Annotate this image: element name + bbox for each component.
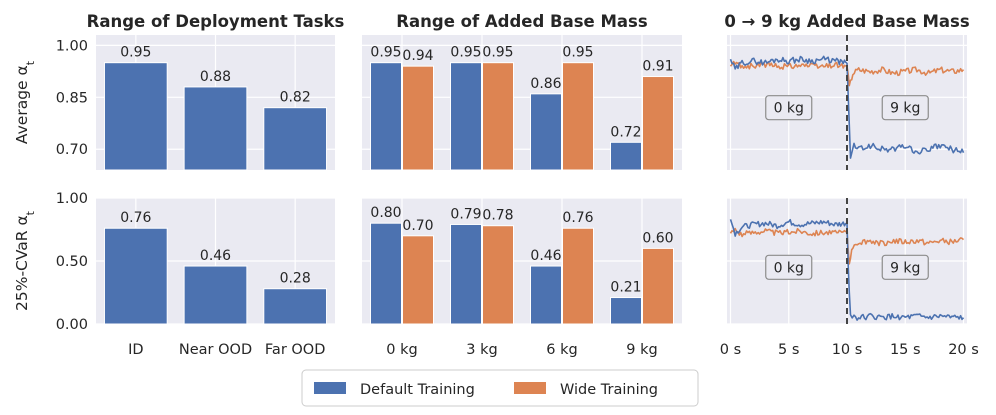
x-tick-label: 9 kg bbox=[626, 342, 657, 358]
data-label: 0.94 bbox=[402, 48, 433, 64]
bar-default-training bbox=[610, 297, 642, 325]
line-default-training bbox=[729, 55, 847, 70]
data-label: 0.95 bbox=[562, 45, 593, 61]
data-label: 0.28 bbox=[280, 271, 311, 287]
panel-mass-cvar: 0.80 0.79 0.46 0.21 0.70 0.78 0.76 0.60 0 kg 3 kg… bbox=[362, 197, 682, 358]
x-tick-label: 10 s bbox=[832, 342, 863, 358]
x-tick-label: 3 kg bbox=[466, 342, 497, 358]
data-label: 0.82 bbox=[280, 90, 311, 106]
data-label: 0.46 bbox=[200, 248, 231, 264]
panel-time-cvar: 0 s 5 s 10 s 15 s 20 s 0 kg 9 kg bbox=[720, 197, 979, 358]
bar-value bbox=[183, 265, 248, 325]
panel-title: 0 → 9 kg Added Base Mass bbox=[724, 12, 970, 31]
y-tick-label: 0.85 bbox=[56, 90, 88, 106]
data-label: 0.80 bbox=[370, 205, 401, 221]
data-label: 0.95 bbox=[450, 45, 481, 61]
data-label: 0.91 bbox=[642, 59, 673, 75]
data-label: 0.76 bbox=[562, 210, 593, 226]
bar-default-training bbox=[530, 93, 562, 171]
annotation-box bbox=[881, 95, 929, 121]
y-axis-label: Average αt bbox=[13, 60, 37, 144]
bar-default-training bbox=[370, 62, 402, 171]
line-default-training bbox=[846, 62, 965, 159]
annotation-box bbox=[881, 254, 929, 280]
data-label: 0.95 bbox=[370, 45, 401, 61]
x-tick-label: 5 s bbox=[778, 342, 799, 358]
bar-value bbox=[103, 62, 168, 171]
data-label: 0.78 bbox=[482, 208, 513, 224]
data-label: 0.70 bbox=[402, 218, 433, 234]
x-tick-label: Near OOD bbox=[179, 342, 252, 358]
legend: Default Training Wide Training bbox=[301, 369, 699, 407]
legend-swatch bbox=[514, 382, 546, 394]
line-wide-training bbox=[846, 66, 965, 87]
y-tick-label: 0.70 bbox=[56, 142, 88, 158]
annotation-label: 0 kg bbox=[774, 101, 804, 117]
data-label: 0.95 bbox=[120, 45, 151, 61]
data-label: 0.76 bbox=[120, 210, 151, 226]
bar-default-training bbox=[370, 222, 402, 325]
line-default-training bbox=[729, 218, 847, 237]
panel-tasks-cvar: 1.00 0.50 0.00 25%-CVaR αt 0.76 0.46 0.28 ID Nea… bbox=[13, 191, 335, 358]
bar-default-training bbox=[530, 265, 562, 325]
y-tick-label: 1.00 bbox=[56, 38, 88, 54]
bar-default-training bbox=[610, 141, 642, 171]
bar-wide-training bbox=[562, 227, 594, 325]
y-tick-label: 1.00 bbox=[56, 191, 88, 207]
bar-wide-training bbox=[482, 225, 514, 325]
bar-wide-training bbox=[642, 247, 674, 325]
bar-wide-training bbox=[402, 65, 434, 171]
data-label: 0.72 bbox=[610, 124, 641, 140]
data-label: 0.86 bbox=[530, 76, 561, 92]
annotation-label: 9 kg bbox=[890, 101, 920, 117]
data-label: 0.88 bbox=[200, 69, 231, 85]
bar-wide-training bbox=[562, 62, 594, 171]
x-tick-label: 0 kg bbox=[386, 342, 417, 358]
legend-swatch bbox=[314, 382, 346, 394]
x-tick-label: Far OOD bbox=[265, 342, 325, 358]
bar-default-training bbox=[450, 62, 482, 171]
y-tick-label: 0.00 bbox=[56, 317, 88, 333]
bar-value bbox=[183, 86, 248, 171]
y-axis-label: 25%-CVaR αt bbox=[13, 210, 37, 311]
data-label: 0.95 bbox=[482, 45, 513, 61]
annotation-label: 9 kg bbox=[890, 260, 920, 276]
bar-wide-training bbox=[402, 235, 434, 325]
legend-frame bbox=[301, 369, 699, 407]
x-tick-label: 20 s bbox=[948, 342, 979, 358]
panel-title: Range of Added Base Mass bbox=[396, 12, 648, 31]
annotation-box bbox=[765, 254, 813, 280]
panel-time-avg: 0 → 9 kg Added Base Mass 0 kg 9 kg bbox=[724, 12, 970, 170]
bar-value bbox=[103, 227, 168, 325]
panel-tasks-avg: 1.00 0.85 0.70 Average αt Range of Deploymen… bbox=[13, 12, 345, 171]
data-label: 0.21 bbox=[610, 280, 641, 296]
bar-value bbox=[263, 288, 328, 325]
y-tick-label: 0.50 bbox=[56, 254, 88, 270]
line-default-training bbox=[846, 223, 965, 321]
line-wide-training bbox=[729, 227, 847, 238]
panel-title: Range of Deployment Tasks bbox=[87, 12, 345, 31]
legend-label: Default Training bbox=[360, 382, 475, 398]
data-label: 0.46 bbox=[530, 248, 561, 264]
line-wide-training bbox=[729, 60, 847, 70]
data-label: 0.79 bbox=[450, 206, 481, 222]
bar-wide-training bbox=[642, 76, 674, 171]
bar-default-training bbox=[450, 223, 482, 325]
x-tick-label: ID bbox=[128, 342, 143, 358]
x-tick-label: 0 s bbox=[720, 342, 741, 358]
bar-value bbox=[263, 107, 328, 171]
annotation-label: 0 kg bbox=[774, 260, 804, 276]
legend-label: Wide Training bbox=[560, 382, 658, 398]
bar-wide-training bbox=[482, 62, 514, 171]
line-wide-training bbox=[846, 231, 965, 265]
annotation-box bbox=[765, 95, 813, 121]
data-label: 0.60 bbox=[642, 230, 673, 246]
x-tick-label: 15 s bbox=[890, 342, 921, 358]
x-tick-label: 6 kg bbox=[546, 342, 577, 358]
